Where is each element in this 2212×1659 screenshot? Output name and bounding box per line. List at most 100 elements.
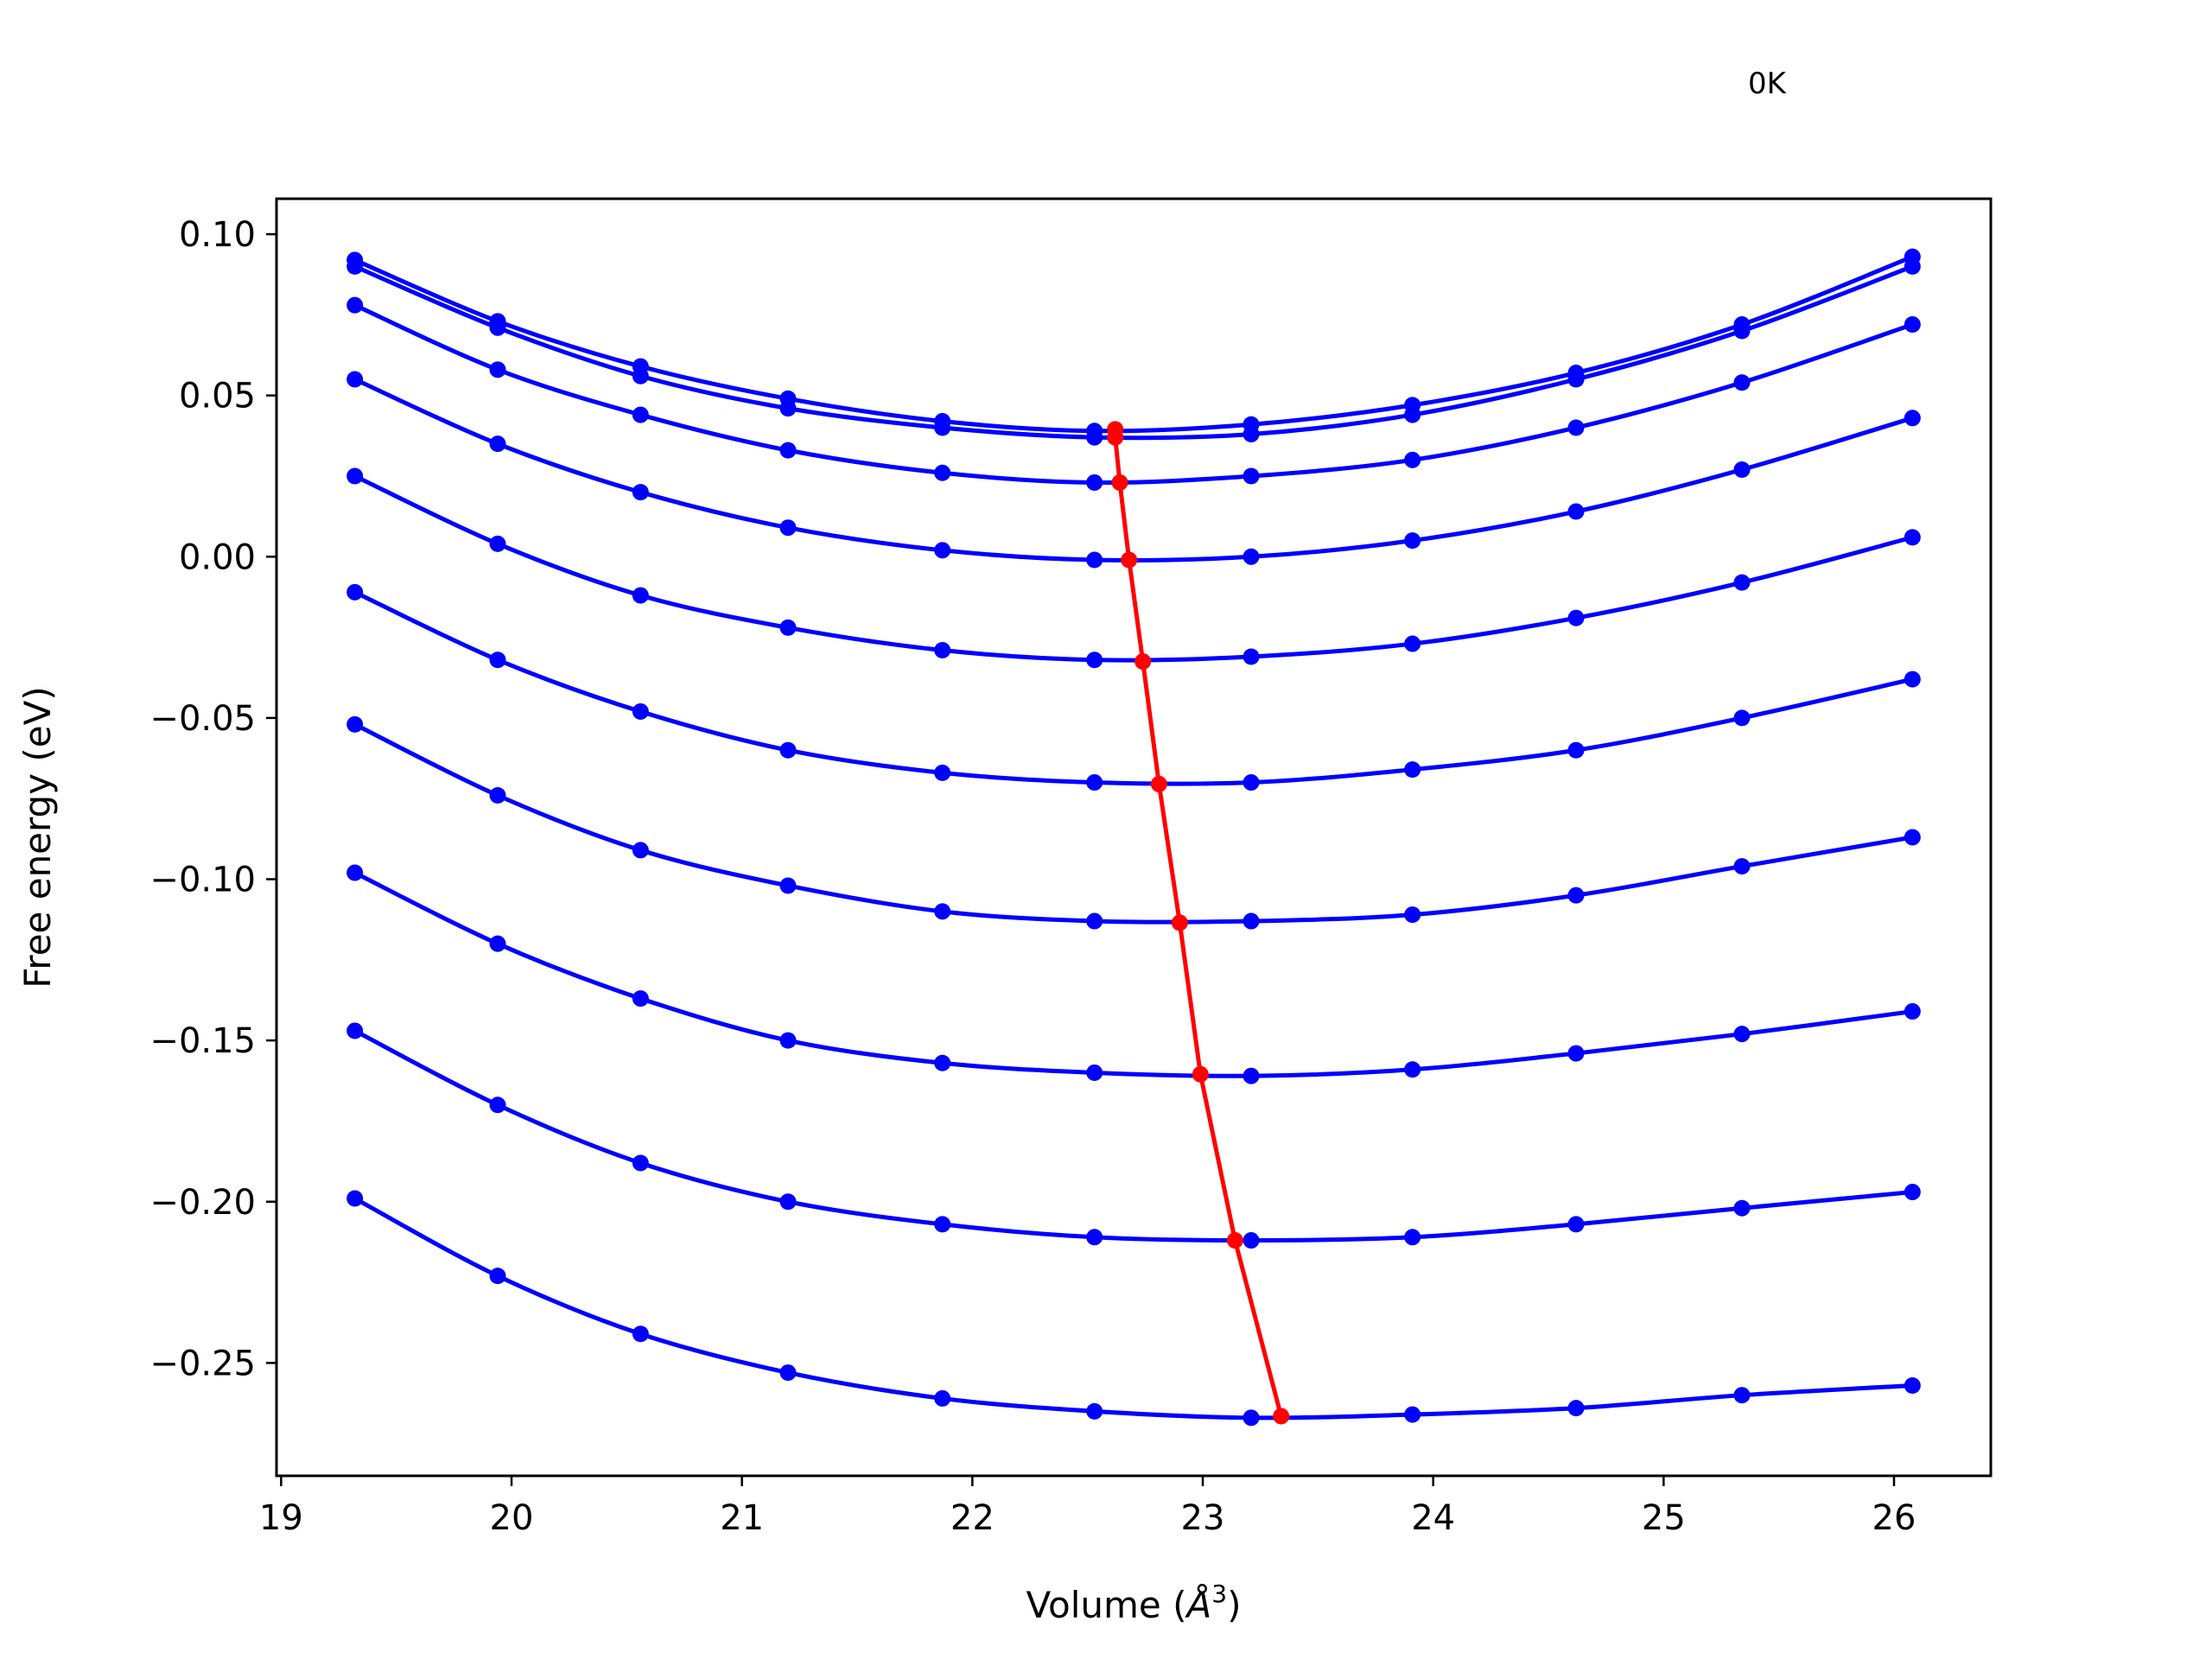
- data-point: [346, 371, 364, 388]
- data-point: [346, 583, 364, 601]
- minimum-point: [1226, 1232, 1243, 1249]
- series-line: [353, 474, 1913, 663]
- data-point: [346, 864, 364, 881]
- data-point: [489, 361, 506, 378]
- series-5: [346, 467, 1921, 669]
- data-point: [1404, 1229, 1421, 1246]
- data-point: [779, 442, 797, 459]
- series-3: [346, 296, 1921, 491]
- data-point: [934, 1389, 951, 1407]
- minimum-point: [1171, 914, 1188, 931]
- data-point: [1567, 1400, 1585, 1417]
- data-point: [1404, 761, 1421, 779]
- temperature-annotation: 0K: [1748, 67, 1788, 101]
- y-axis-label: Free energy (eV): [16, 686, 59, 988]
- data-point: [1086, 1229, 1103, 1246]
- data-point: [1243, 548, 1260, 565]
- series-9: [346, 1022, 1921, 1249]
- minimum-point: [1107, 429, 1124, 446]
- data-point: [934, 464, 951, 481]
- data-point: [779, 877, 797, 894]
- data-point: [1243, 425, 1260, 442]
- data-point: [489, 1268, 506, 1285]
- series-line: [353, 870, 1913, 1078]
- minimum-point: [1150, 775, 1167, 792]
- data-point: [1733, 1387, 1751, 1404]
- data-point: [346, 1022, 364, 1039]
- data-point: [1733, 461, 1751, 479]
- series-layer: [346, 248, 1921, 1427]
- series-7: [346, 715, 1921, 930]
- data-point: [934, 903, 951, 920]
- x-tick-label: 25: [1642, 1498, 1686, 1538]
- x-axis-label-unit: Å: [1185, 1583, 1212, 1626]
- data-point: [1404, 906, 1421, 924]
- x-axis-label-close: ): [1227, 1584, 1241, 1626]
- data-point: [1404, 1406, 1421, 1423]
- x-tick-label: 22: [950, 1498, 995, 1538]
- data-point: [489, 1096, 506, 1114]
- data-point: [632, 1154, 649, 1172]
- data-point: [1243, 648, 1260, 665]
- series-line: [353, 1196, 1913, 1421]
- minimum-point: [1192, 1065, 1209, 1083]
- data-point: [934, 764, 951, 781]
- data-point: [1904, 257, 1921, 275]
- y-tick-label: 0.10: [179, 215, 256, 255]
- tick-labels: 19 20 21 22 23 24 25 26 0.10 0.05 0.00 −0.05 −0.10 −0…: [149, 215, 1916, 1538]
- data-point: [1733, 1199, 1751, 1217]
- minimum-point: [1121, 551, 1138, 569]
- data-point: [632, 990, 649, 1007]
- data-point: [779, 1193, 797, 1211]
- data-point: [489, 435, 506, 453]
- data-point: [1567, 371, 1585, 388]
- data-point: [489, 535, 506, 552]
- data-point: [1733, 574, 1751, 591]
- data-point: [489, 935, 506, 952]
- x-tick-label: 23: [1181, 1498, 1225, 1538]
- data-point: [1404, 532, 1421, 550]
- data-point: [1567, 503, 1585, 520]
- data-point: [346, 296, 364, 314]
- data-point: [1086, 1402, 1103, 1420]
- y-tick-label: 0.00: [179, 537, 256, 577]
- series-line: [353, 254, 1914, 434]
- x-tick-label: 26: [1872, 1498, 1916, 1538]
- minimum-line-layer: [1107, 421, 1290, 1425]
- data-point: [346, 467, 364, 485]
- data-point: [779, 400, 797, 417]
- data-point: [632, 587, 649, 604]
- data-point: [1086, 912, 1103, 930]
- x-tick-label: 24: [1411, 1498, 1455, 1538]
- data-point: [934, 1054, 951, 1071]
- data-point: [632, 367, 649, 385]
- data-point: [1733, 1026, 1751, 1043]
- data-point: [1404, 406, 1421, 423]
- axis-ticks: [266, 232, 1896, 1486]
- series-4: [346, 371, 1921, 569]
- data-point: [1404, 635, 1421, 652]
- data-point: [934, 642, 951, 659]
- series-6: [346, 583, 1921, 791]
- data-point: [1086, 652, 1103, 669]
- x-axis-label-text: Volume (: [1027, 1584, 1187, 1626]
- series-line: [353, 377, 1914, 563]
- series-1: [346, 248, 1921, 440]
- plot-frame: [275, 197, 1993, 1478]
- data-point: [489, 652, 506, 669]
- x-axis-label-exp: 3: [1211, 1580, 1227, 1608]
- data-point: [1086, 429, 1103, 446]
- series-8: [346, 864, 1921, 1084]
- data-point: [1243, 1232, 1260, 1249]
- data-point: [1567, 887, 1585, 904]
- series-line: [353, 722, 1913, 925]
- data-point: [779, 519, 797, 537]
- data-point: [1904, 410, 1921, 427]
- minimum-point: [1111, 474, 1128, 491]
- data-point: [934, 542, 951, 559]
- data-point: [1243, 912, 1260, 930]
- data-point: [632, 702, 649, 720]
- data-point: [779, 1364, 797, 1382]
- data-point: [1567, 609, 1585, 626]
